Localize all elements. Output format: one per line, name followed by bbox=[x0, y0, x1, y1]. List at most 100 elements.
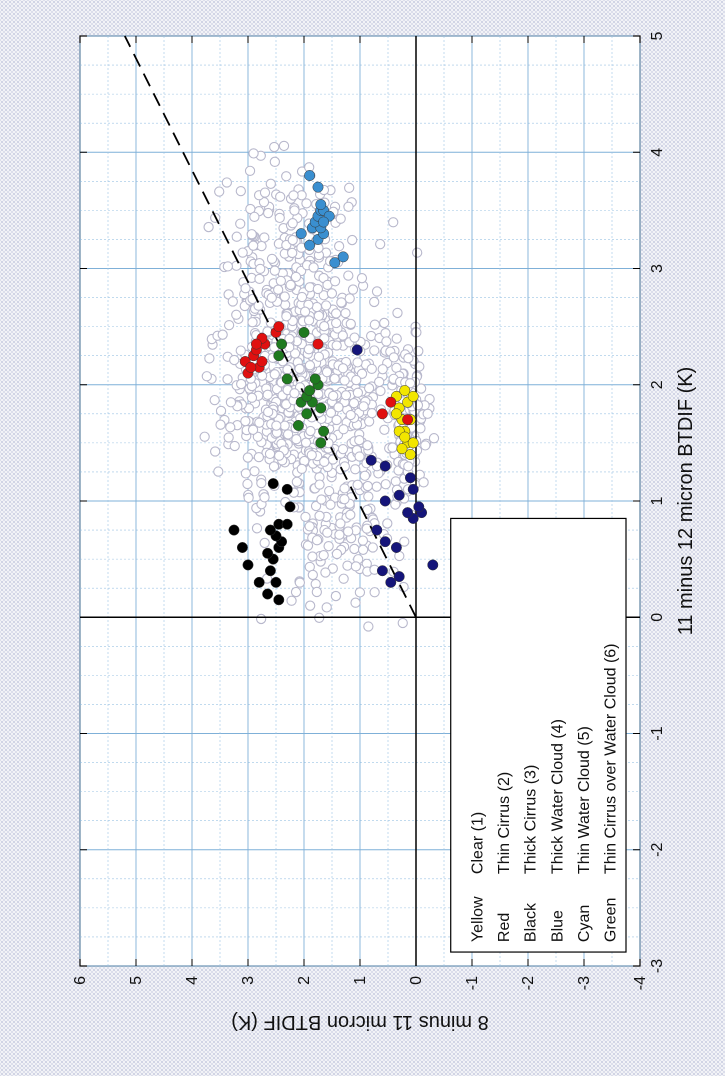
point-green bbox=[315, 437, 327, 449]
legend-label: Thin Cirrus over Water Cloud (6) bbox=[602, 643, 619, 874]
unclassified-point bbox=[303, 344, 315, 355]
unclassified-point bbox=[329, 276, 341, 287]
unclassified-point bbox=[369, 345, 380, 356]
unclassified-point bbox=[367, 542, 378, 553]
unclassified-point bbox=[354, 587, 366, 598]
unclassified-point bbox=[256, 477, 267, 489]
unclassified-point bbox=[324, 485, 335, 497]
unclassified-point bbox=[349, 332, 360, 343]
y-tick-label: 3 bbox=[240, 976, 257, 985]
unclassified-point bbox=[252, 431, 264, 442]
x-axis-title: 11 minus 12 micron BTDIF (K) bbox=[675, 367, 697, 636]
point-blue bbox=[351, 344, 363, 356]
unclassified-point bbox=[266, 253, 278, 265]
point-blue bbox=[365, 454, 377, 466]
point-blue bbox=[427, 559, 439, 571]
unclassified-point bbox=[328, 390, 339, 402]
unclassified-point bbox=[242, 478, 253, 490]
point-blue bbox=[390, 542, 402, 553]
unclassified-point bbox=[274, 212, 285, 224]
unclassified-point bbox=[418, 477, 429, 488]
unclassified-point bbox=[287, 218, 298, 229]
unclassified-point bbox=[314, 510, 325, 521]
unclassified-point bbox=[319, 456, 330, 468]
unclassified-point bbox=[403, 353, 414, 364]
x-tick-label: 5 bbox=[649, 31, 666, 40]
unclassified-point bbox=[321, 602, 332, 613]
unclassified-point bbox=[246, 392, 258, 403]
unclassified-point bbox=[316, 494, 327, 505]
unclassified-point bbox=[377, 364, 388, 375]
unclassified-point bbox=[363, 621, 374, 632]
point-black bbox=[264, 565, 276, 577]
unclassified-point bbox=[263, 406, 274, 418]
unclassified-point bbox=[222, 374, 233, 385]
unclassified-point bbox=[420, 440, 431, 451]
unclassified-point bbox=[296, 291, 308, 303]
unclassified-point bbox=[311, 535, 323, 546]
unclassified-point bbox=[305, 600, 316, 611]
unclassified-point bbox=[255, 613, 267, 625]
point-blue bbox=[413, 501, 425, 513]
unclassified-point bbox=[388, 217, 399, 228]
unclassified-point bbox=[265, 178, 276, 189]
unclassified-point bbox=[291, 476, 303, 487]
unclassified-point bbox=[254, 417, 265, 428]
unclassified-point bbox=[336, 297, 347, 308]
unclassified-point bbox=[289, 205, 300, 216]
unclassified-point bbox=[290, 586, 302, 598]
unclassified-point bbox=[235, 185, 246, 197]
unclassified-point bbox=[403, 461, 414, 472]
point-red bbox=[245, 361, 257, 373]
unclassified-point bbox=[269, 141, 280, 153]
point-green bbox=[298, 326, 310, 338]
unclassified-point bbox=[249, 211, 260, 222]
point-blue bbox=[371, 524, 383, 536]
point-black bbox=[284, 501, 296, 513]
unclassified-point bbox=[269, 369, 280, 380]
unclassified-point bbox=[313, 351, 325, 362]
unclassified-point bbox=[209, 394, 220, 406]
point-black bbox=[262, 588, 274, 600]
unclassified-point bbox=[225, 397, 237, 408]
unclassified-point bbox=[231, 309, 242, 320]
unclassified-point bbox=[271, 420, 282, 431]
unclassified-point bbox=[255, 263, 266, 275]
unclassified-point bbox=[275, 275, 286, 287]
unclassified-point bbox=[301, 198, 312, 209]
unclassified-point bbox=[369, 296, 380, 308]
unclassified-point bbox=[329, 373, 340, 384]
unclassified-point bbox=[240, 468, 252, 479]
unclassified-point bbox=[356, 368, 368, 379]
unclassified-point bbox=[397, 617, 408, 629]
unclassified-point bbox=[223, 432, 234, 443]
unclassified-point bbox=[287, 234, 298, 246]
unclassified-point bbox=[296, 463, 307, 475]
legend-color-name: Green bbox=[602, 898, 619, 942]
series-black bbox=[228, 478, 296, 606]
unclassified-point bbox=[323, 541, 334, 552]
point-blue bbox=[379, 460, 391, 472]
y-tick-label: 4 bbox=[184, 976, 201, 985]
unclassified-point bbox=[244, 165, 256, 176]
unclassified-point bbox=[337, 363, 349, 374]
unclassified-point bbox=[302, 540, 314, 551]
unclassified-point bbox=[337, 443, 349, 455]
unclassified-point bbox=[342, 560, 353, 571]
point-cyan bbox=[304, 170, 316, 181]
point-blue bbox=[379, 495, 391, 507]
unclassified-point bbox=[363, 383, 375, 394]
unclassified-point bbox=[236, 378, 247, 390]
unclassified-point bbox=[339, 483, 350, 494]
unclassified-point bbox=[379, 317, 390, 329]
unclassified-point bbox=[380, 327, 391, 339]
unclassified-point bbox=[251, 523, 263, 534]
point-yellow bbox=[407, 390, 419, 402]
point-cyan bbox=[337, 251, 349, 263]
point-green bbox=[318, 425, 330, 437]
unclassified-point bbox=[308, 262, 319, 273]
point-blue bbox=[393, 571, 405, 583]
unclassified-point bbox=[240, 416, 251, 427]
unclassified-point bbox=[357, 544, 369, 555]
unclassified-point bbox=[300, 511, 311, 523]
